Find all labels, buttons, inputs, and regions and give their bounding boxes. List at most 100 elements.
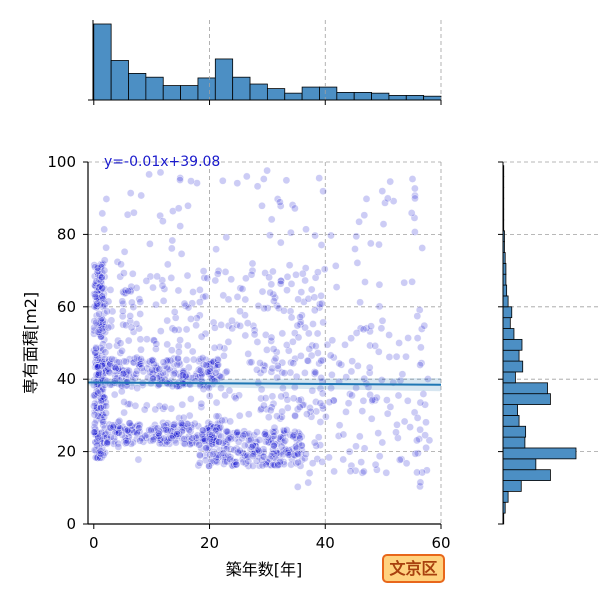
scatter-point xyxy=(425,436,434,445)
scatter-point xyxy=(205,392,214,400)
scatter-point xyxy=(128,269,137,278)
scatter-point xyxy=(250,431,258,440)
scatter-point xyxy=(104,297,113,306)
scatter-point xyxy=(201,456,210,465)
scatter-point xyxy=(98,314,106,323)
scatter-point xyxy=(136,310,144,318)
scatter-point xyxy=(354,362,362,370)
scatter-point xyxy=(110,439,118,448)
scatter-point xyxy=(291,354,299,363)
scatter-point xyxy=(199,360,208,369)
scatter-point xyxy=(317,291,325,300)
scatter-point xyxy=(114,443,123,451)
scatter-point xyxy=(422,418,430,427)
scatter-point xyxy=(114,439,122,448)
scatter-point xyxy=(320,265,329,274)
scatter-point xyxy=(270,423,279,432)
scatter-point xyxy=(135,421,144,429)
scatter-point xyxy=(93,264,102,272)
scatter-point xyxy=(235,411,244,420)
scatter-point xyxy=(351,245,359,253)
scatter-point xyxy=(422,443,430,452)
scatter-point xyxy=(366,390,374,399)
scatter-point xyxy=(362,324,371,333)
scatter-point xyxy=(277,277,285,285)
scatter-point xyxy=(227,445,235,454)
x-tick-label: 20 xyxy=(200,534,219,552)
scatter-point xyxy=(263,166,271,175)
top-histogram-bar xyxy=(336,92,355,101)
scatter-point xyxy=(118,387,126,396)
scatter-point xyxy=(247,443,256,451)
scatter-point xyxy=(261,362,269,370)
right-histogram-bar xyxy=(502,404,519,416)
scatter-point xyxy=(355,432,364,441)
scatter-point xyxy=(122,321,130,330)
scatter-point xyxy=(175,414,183,422)
scatter-point xyxy=(266,406,275,415)
scatter-point xyxy=(236,284,245,293)
top-histogram-bar xyxy=(214,58,234,101)
scatter-point xyxy=(357,458,366,466)
scatter-point xyxy=(184,201,192,210)
scatter-point xyxy=(325,398,334,406)
scatter-point xyxy=(170,326,179,334)
scatter-point xyxy=(155,365,164,374)
scatter-point xyxy=(348,357,357,366)
top-histogram-bar xyxy=(145,76,164,101)
right-histogram-bar xyxy=(502,306,513,319)
scatter-point xyxy=(176,360,184,369)
right-histogram-bar xyxy=(502,458,537,471)
scatter-point xyxy=(259,445,268,454)
scatter-point xyxy=(236,307,244,316)
scatter-point xyxy=(280,369,289,377)
scatter-point xyxy=(381,199,389,207)
scatter-point xyxy=(411,449,420,458)
scatter-point xyxy=(188,299,196,308)
scatter-point xyxy=(215,424,224,432)
scatter-point xyxy=(95,369,103,377)
scatter-point xyxy=(171,313,180,322)
scatter-point xyxy=(120,357,128,366)
scatter-point xyxy=(217,373,226,382)
scatter-point xyxy=(156,211,164,220)
scatter-point xyxy=(342,408,350,416)
scatter-point xyxy=(268,364,277,373)
scatter-point xyxy=(207,431,216,439)
scatter-point xyxy=(307,285,316,294)
scatter-point xyxy=(226,417,234,426)
scatter-point xyxy=(195,311,204,320)
scatter-point xyxy=(146,240,154,248)
scatter-point xyxy=(253,338,262,346)
scatter-point xyxy=(95,326,104,334)
scatter-point xyxy=(220,344,229,353)
scatter-point xyxy=(294,450,303,458)
scatter-point xyxy=(224,338,233,346)
scatter-point xyxy=(317,241,326,249)
scatter-point xyxy=(411,194,419,203)
scatter-point xyxy=(196,286,204,294)
scatter-point xyxy=(414,449,422,458)
scatter-point xyxy=(270,461,279,469)
scatter-point xyxy=(202,361,210,369)
scatter-point xyxy=(227,275,235,284)
scatter-point xyxy=(310,293,319,302)
scatter-point xyxy=(218,416,226,425)
scatter-point xyxy=(236,322,244,330)
scatter-point xyxy=(302,225,310,234)
scatter-point xyxy=(308,459,317,468)
scatter-point xyxy=(101,348,110,357)
scatter-point xyxy=(259,366,268,375)
scatter-point xyxy=(255,436,264,444)
scatter-point xyxy=(296,313,304,322)
scatter-point xyxy=(303,410,311,418)
scatter-point xyxy=(279,450,287,459)
scatter-point xyxy=(276,198,284,206)
scatter-point xyxy=(402,459,411,468)
scatter-point xyxy=(223,427,232,436)
scatter-point xyxy=(169,207,177,215)
scatter-point xyxy=(110,434,118,443)
scatter-point xyxy=(378,187,387,195)
scatter-point xyxy=(330,467,338,476)
